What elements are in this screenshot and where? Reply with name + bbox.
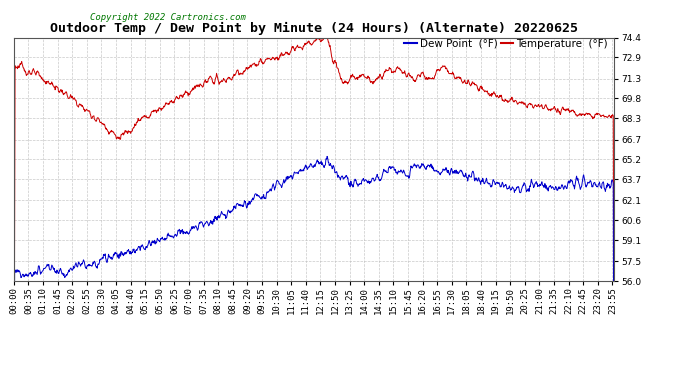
Text: Copyright 2022 Cartronics.com: Copyright 2022 Cartronics.com (90, 13, 246, 22)
Legend: Dew Point  (°F), Temperature  (°F): Dew Point (°F), Temperature (°F) (403, 38, 609, 50)
Title: Outdoor Temp / Dew Point by Minute (24 Hours) (Alternate) 20220625: Outdoor Temp / Dew Point by Minute (24 H… (50, 22, 578, 35)
